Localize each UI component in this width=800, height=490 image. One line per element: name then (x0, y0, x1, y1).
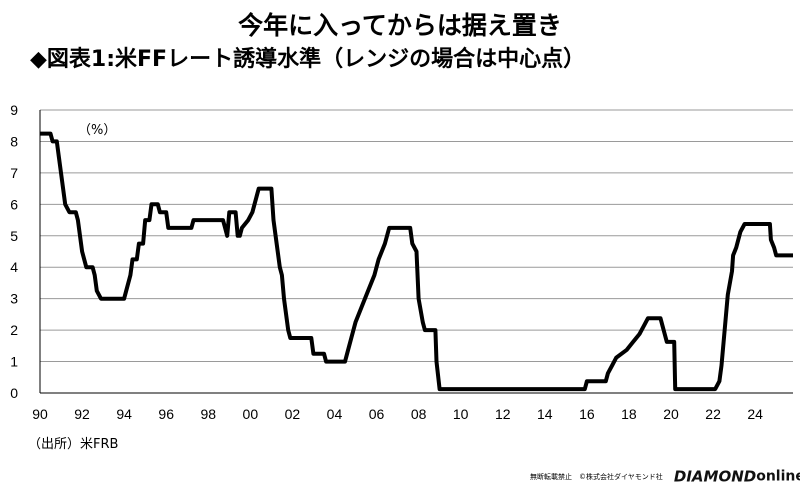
y-tick-labels: 0 1 2 3 4 5 6 7 8 9 (10, 102, 18, 401)
y-tick-label: 0 (10, 385, 18, 401)
x-tick-label: 06 (369, 406, 385, 422)
y-tick-label: 4 (10, 259, 18, 275)
y-tick-label: 3 (10, 291, 18, 307)
page-title: 今年に入ってからは据え置き (238, 11, 562, 40)
x-tick-label: 04 (327, 406, 343, 422)
x-tick-label: 18 (621, 406, 637, 422)
unit-label: （%） (78, 123, 116, 138)
chart-subtitle: ◆図表1:米FFレート誘導水準（レンジの場合は中心点） (30, 47, 586, 72)
footer-credit: 無断転載禁止 ©株式会社ダイヤモンド社 DIAMONDonline (530, 466, 800, 486)
x-tick-label: 20 (663, 406, 679, 422)
x-tick-label: 98 (200, 406, 216, 422)
x-tick-label: 94 (116, 406, 132, 422)
x-tick-label: 10 (453, 406, 469, 422)
x-tick-label: 90 (32, 406, 48, 422)
x-tick-label: 16 (579, 406, 595, 422)
y-tick-label: 1 (10, 354, 18, 370)
x-tick-label: 96 (158, 406, 174, 422)
x-tick-label: 02 (285, 406, 301, 422)
x-tick-label: 92 (74, 406, 90, 422)
x-tick-label: 08 (411, 406, 427, 422)
x-tick-labels: 90 92 94 96 98 00 02 04 06 08 10 12 14 16 18 20 22 24 (32, 406, 763, 422)
y-tick-label: 6 (10, 196, 18, 212)
x-tick-label: 22 (705, 406, 721, 422)
y-tick-label: 8 (10, 133, 18, 149)
x-tick-label: 14 (537, 406, 553, 422)
source-note: （出所）米FRB (28, 437, 119, 452)
brand-logo: DIAMOND (673, 467, 757, 486)
y-tick-label: 9 (10, 102, 18, 118)
x-tick-label: 00 (243, 406, 259, 422)
x-tick-label: 12 (495, 406, 511, 422)
x-tick-label: 24 (747, 406, 763, 422)
brand-logo-suffix: online (756, 468, 800, 485)
y-tick-label: 7 (10, 165, 18, 181)
y-tick-label: 5 (10, 228, 18, 244)
grid-lines (40, 109, 793, 363)
fed-funds-rate-line (40, 131, 793, 392)
copyright-notice: 無断転載禁止 ©株式会社ダイヤモンド社 (530, 472, 663, 481)
y-tick-label: 2 (10, 322, 18, 338)
